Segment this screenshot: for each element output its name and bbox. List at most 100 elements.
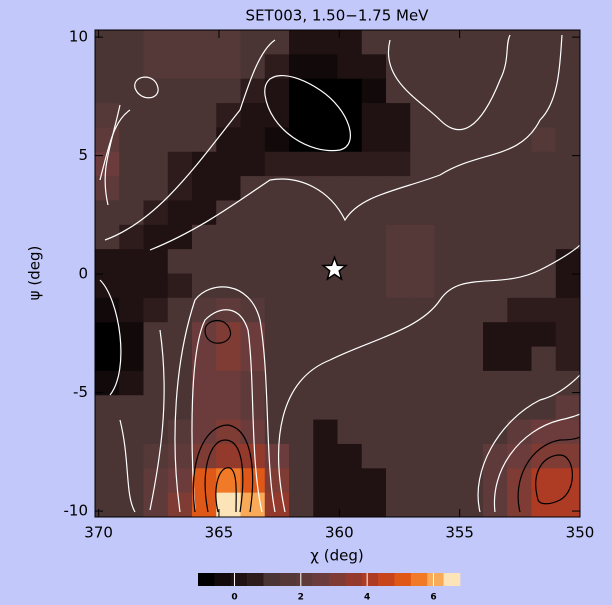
heatmap-cell [483, 370, 508, 396]
y-tick-label: 5 [78, 146, 88, 164]
heatmap-cell [361, 370, 387, 396]
heatmap-cell [410, 151, 435, 177]
heatmap-cell [216, 176, 241, 201]
heatmap-cell [313, 176, 338, 201]
heatmap-cell [119, 395, 144, 421]
heatmap-cell [95, 30, 120, 55]
heatmap-cell [386, 346, 411, 372]
heatmap-cell [483, 30, 508, 55]
heatmap-cell [434, 322, 460, 348]
heatmap-cell [216, 370, 241, 396]
heatmap-cell [555, 297, 581, 323]
heatmap-cell [313, 297, 338, 323]
heatmap-cell [458, 492, 484, 518]
heatmap-cell [410, 419, 435, 445]
heatmap-cell [434, 54, 460, 80]
heatmap-cell [386, 127, 411, 153]
heatmap-cell [240, 346, 266, 372]
heatmap-cell [483, 273, 508, 299]
colorbar-swatch [230, 573, 248, 586]
colorbar-tick-label: 4 [364, 593, 370, 603]
heatmap-cell [264, 54, 290, 80]
contour [477, 374, 581, 513]
heatmap-cell [143, 176, 169, 201]
heatmap-cell [143, 297, 169, 323]
heatmap-cell [216, 54, 241, 80]
heatmap-cell [386, 103, 411, 128]
heatmap-cell [483, 151, 508, 177]
heatmap-cell [143, 249, 169, 274]
heatmap-cell [507, 443, 532, 469]
heatmap-cell [337, 151, 363, 177]
contour [387, 34, 511, 131]
heatmap-cell [458, 297, 484, 323]
heatmap-cell [95, 224, 120, 250]
colorbar-swatch [345, 573, 363, 586]
contour [174, 286, 276, 513]
heatmap-cell [507, 370, 532, 396]
heatmap-cell [458, 419, 484, 445]
heatmap-cell [337, 103, 363, 128]
star-marker [321, 255, 348, 281]
heatmap-cell [264, 78, 290, 104]
heatmap-cell [434, 395, 460, 421]
heatmap-cell [386, 492, 411, 518]
heatmap-cell [313, 224, 338, 250]
heatmap-cell [95, 273, 120, 299]
heatmap-cell [313, 395, 338, 421]
heatmap-cell [95, 249, 120, 274]
x-axis-label: χ (deg) [310, 547, 363, 565]
heatmap-cell [119, 224, 144, 250]
heatmap-cell [167, 419, 193, 445]
colorbar-swatch [263, 573, 281, 586]
heatmap-cell [192, 103, 217, 128]
heatmap-cell [361, 322, 387, 348]
heatmap-cell [434, 103, 460, 128]
heatmap-cell [264, 30, 290, 55]
heatmap-cell [507, 30, 532, 55]
contour [535, 454, 573, 505]
chart-title: SET003, 1.50−1.75 MeV [246, 7, 430, 25]
heatmap-cell [531, 200, 557, 226]
heatmap-cell [192, 200, 217, 226]
contour [204, 439, 244, 513]
contour [119, 419, 136, 513]
heatmap-cell [458, 443, 484, 469]
heatmap-cell [483, 346, 508, 372]
heatmap-cell [531, 224, 557, 250]
heatmap-cell [458, 176, 484, 201]
heatmap-cell [410, 224, 435, 250]
heatmap-cell [289, 273, 314, 299]
heatmap-cell [507, 54, 532, 80]
heatmap-cell [386, 297, 411, 323]
colorbar-swatch [329, 573, 346, 586]
heatmap-cell [143, 419, 169, 445]
heatmap-cell [361, 54, 387, 80]
heatmap-cell [240, 103, 266, 128]
heatmap-cell [361, 492, 387, 518]
heatmap-cell [361, 297, 387, 323]
heatmap-cell [289, 492, 314, 518]
heatmap-cell [410, 468, 435, 494]
colorbar-swatch [410, 573, 428, 586]
heatmap-cell [240, 224, 266, 250]
heatmap-cell [555, 30, 581, 55]
colorbar-tick-label: 2 [298, 593, 304, 603]
heatmap-cell [410, 200, 435, 226]
heatmap-cell [264, 346, 290, 372]
heatmap-cell [410, 273, 435, 299]
x-tick-label: 370 [84, 524, 113, 542]
x-tick-label: 365 [205, 524, 234, 542]
heatmap-cell [483, 249, 508, 274]
heatmap-cell [192, 176, 217, 201]
colorbar-swatch [279, 573, 297, 586]
heatmap-cell [119, 443, 144, 469]
heatmap-cell [386, 151, 411, 177]
heatmap-cell [313, 78, 338, 104]
heatmap-cell [192, 273, 217, 299]
heatmap-cell [119, 54, 144, 80]
heatmap-cell [361, 395, 387, 421]
heatmap-cell [410, 249, 435, 274]
heatmap-cell [289, 200, 314, 226]
